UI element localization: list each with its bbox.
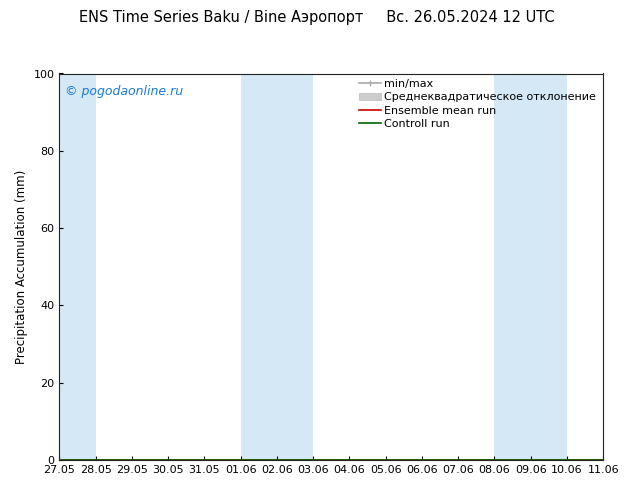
- Text: ENS Time Series Baku / Bine Аэропорт     Вс. 26.05.2024 12 UTC: ENS Time Series Baku / Bine Аэропорт Вс.…: [79, 10, 555, 25]
- Text: © pogodaonline.ru: © pogodaonline.ru: [65, 85, 183, 98]
- Bar: [495, 74, 567, 460]
- Legend: min/max, Среднеквадратическое отклонение, Ensemble mean run, Controll run: min/max, Среднеквадратическое отклонение…: [359, 79, 598, 129]
- Y-axis label: Precipitation Accumulation (mm): Precipitation Accumulation (mm): [15, 170, 28, 364]
- Bar: [60, 74, 96, 460]
- Bar: [241, 74, 313, 460]
